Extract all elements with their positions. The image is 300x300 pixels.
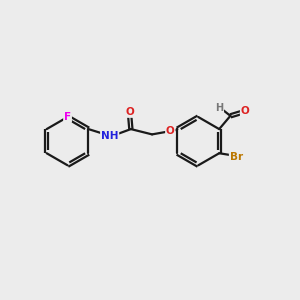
Text: O: O bbox=[125, 107, 134, 117]
Text: H: H bbox=[215, 103, 223, 112]
Text: O: O bbox=[166, 126, 175, 136]
Text: NH: NH bbox=[101, 130, 119, 141]
Text: O: O bbox=[241, 106, 250, 116]
Text: Br: Br bbox=[230, 152, 243, 162]
Text: F: F bbox=[64, 112, 71, 122]
